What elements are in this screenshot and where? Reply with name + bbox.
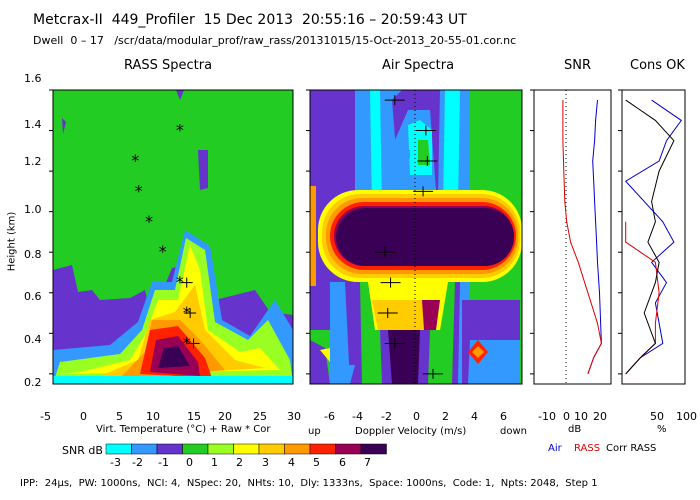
series-line-air xyxy=(624,99,683,375)
colorbar-swatch xyxy=(105,443,132,455)
rass-cor-star-marker: * xyxy=(176,121,184,140)
snr-colorbar xyxy=(105,443,387,455)
air-x-tick: -4 xyxy=(352,410,363,423)
rass-cor-star-marker: * xyxy=(183,333,191,352)
rass-cor-star-marker: * xyxy=(176,273,184,292)
y-tick: 0.6 xyxy=(24,290,42,303)
rass-panel-title: RASS Spectra xyxy=(124,58,213,73)
colorbar-swatch xyxy=(284,443,311,455)
rass-x-tick: 0 xyxy=(80,410,87,423)
y-tick: 1.4 xyxy=(24,118,42,131)
y-tick: 0.2 xyxy=(24,376,42,389)
air-x-tick: 6 xyxy=(500,410,507,423)
air-x-label-down: down xyxy=(500,426,527,437)
snr-x-tick: 10 xyxy=(574,410,588,423)
colorbar-swatch xyxy=(207,443,234,455)
colorbar-tick: 6 xyxy=(339,456,346,469)
air-panel-frame xyxy=(309,89,523,385)
rass-cor-star-marker: * xyxy=(159,242,167,261)
colorbar-tick: -1 xyxy=(158,456,169,469)
y-tick: 1.6 xyxy=(24,72,42,85)
snr-x-tick: 0 xyxy=(563,410,570,423)
colorbar-tick: 3 xyxy=(262,456,269,469)
y-tick: 1.2 xyxy=(24,155,42,168)
cons-panel-title: Cons OK xyxy=(630,58,685,73)
cons-x-unit: % xyxy=(657,424,667,435)
colorbar-tick: 5 xyxy=(313,456,320,469)
air-panel-title: Air Spectra xyxy=(382,58,455,73)
colorbar-swatch xyxy=(233,443,260,455)
colorbar-swatch xyxy=(360,443,387,455)
series-line-corr-rass xyxy=(625,99,675,375)
colorbar-tick: -3 xyxy=(110,456,121,469)
series-line-rass xyxy=(562,100,602,375)
colorbar-tick: 0 xyxy=(186,456,193,469)
colorbar-swatch xyxy=(131,443,158,455)
air-contour-field xyxy=(310,90,522,384)
rass-cor-star-marker: * xyxy=(145,212,153,231)
rass-x-tick: 10 xyxy=(146,410,160,423)
rass-cor-star-marker: * xyxy=(131,151,139,170)
snr-panel-title: SNR xyxy=(564,58,592,73)
colorbar-swatch xyxy=(156,443,183,455)
rass-x-tick: 30 xyxy=(287,410,301,423)
colorbar-tick: 7 xyxy=(364,456,371,469)
colorbar-swatch xyxy=(335,443,362,455)
rass-x-axis-label: Virt. Temperature (°C) + Raw * Cor xyxy=(96,424,271,435)
air-x-label-up: up xyxy=(308,426,321,437)
rass-x-tick: 20 xyxy=(218,410,232,423)
snr-x-tick: -10 xyxy=(538,410,556,423)
cons-panel-frame xyxy=(621,89,686,385)
plot-header-dwell: Dwell 0 – 17 /scr/data/modular_prof/raw_… xyxy=(33,34,517,47)
colorbar-swatch xyxy=(258,443,285,455)
legend-air: Air xyxy=(548,443,562,454)
rass-cor-star-marker: * xyxy=(135,181,143,200)
y-tick: 0.8 xyxy=(24,248,42,261)
air-x-tick: 4 xyxy=(471,410,478,423)
rass-x-tick: -5 xyxy=(40,410,51,423)
y-tick: 0.4 xyxy=(24,333,42,346)
legend-corr-rass: Corr RASS xyxy=(606,443,657,454)
rass-x-tick: 5 xyxy=(116,410,123,423)
colorbar-label: SNR dB xyxy=(62,444,103,457)
y-tick: 1.0 xyxy=(24,203,42,216)
rass-x-tick: 15 xyxy=(187,410,201,423)
air-x-tick: -2 xyxy=(381,410,392,423)
air-x-axis-label: Doppler Velocity (m/s) xyxy=(355,426,467,437)
legend-rass: RASS xyxy=(574,443,601,454)
air-x-tick: 2 xyxy=(442,410,449,423)
cons-x-tick: 50 xyxy=(650,410,664,423)
colorbar-swatch xyxy=(309,443,336,455)
cons-x-tick: 100 xyxy=(676,410,697,423)
snr-panel-frame xyxy=(533,89,612,385)
air-x-tick: 0 xyxy=(413,410,420,423)
rass-contour-field xyxy=(52,89,294,385)
snr-x-unit: dB xyxy=(568,424,582,435)
colorbar-swatch xyxy=(182,443,209,455)
colorbar-tick: 2 xyxy=(236,456,243,469)
snr-x-tick: 20 xyxy=(593,410,607,423)
colorbar-tick: -2 xyxy=(132,456,143,469)
colorbar-tick: 1 xyxy=(211,456,218,469)
colorbar-tick: 4 xyxy=(288,456,295,469)
plot-header-title: Metcrax-II 449_Profiler 15 Dec 2013 20:5… xyxy=(33,12,467,28)
footer-parameters: IPP: 24µs, PW: 1000ns, NCI: 4, NSpec: 20… xyxy=(20,478,598,489)
rass-x-tick: 25 xyxy=(253,410,267,423)
air-x-tick: -6 xyxy=(324,410,335,423)
